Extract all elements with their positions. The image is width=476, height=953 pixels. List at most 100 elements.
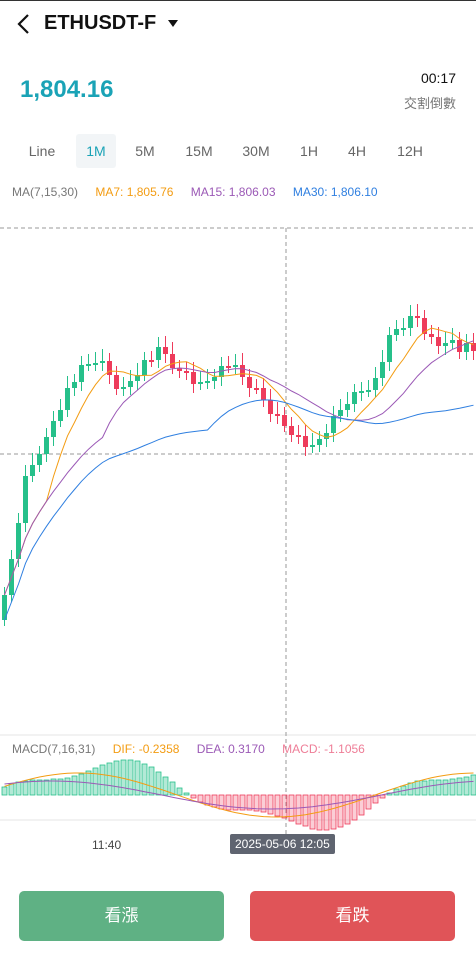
candle-body — [23, 476, 28, 523]
candle-body — [387, 335, 392, 362]
candle-body — [296, 435, 301, 437]
macd-histogram-bar — [274, 794, 281, 817]
macd-histogram-bar — [246, 794, 253, 811]
candle-body — [408, 316, 413, 328]
candle-body — [65, 388, 70, 410]
tab-5m[interactable]: 5M — [135, 143, 155, 159]
candle-body — [380, 362, 385, 378]
candle-body — [184, 371, 189, 373]
macd-histogram-bar — [351, 794, 358, 821]
candle-body — [212, 377, 217, 381]
back-button[interactable] — [14, 11, 36, 37]
macd-histogram-bar — [15, 781, 22, 796]
ma15-line — [4, 340, 474, 596]
candle-body — [121, 387, 126, 389]
candle-body — [450, 340, 455, 343]
ma30-line — [4, 399, 474, 621]
macd-histogram-bar — [183, 792, 190, 796]
candle-body — [373, 378, 378, 390]
candle-body — [226, 366, 231, 368]
tab-line[interactable]: Line — [28, 143, 56, 159]
candle-body — [100, 361, 105, 363]
macd-histogram-bar — [50, 778, 57, 796]
candle-body — [436, 337, 441, 346]
candle-body — [93, 363, 98, 365]
macd-histogram-bar — [106, 762, 113, 796]
candle-body — [345, 404, 350, 410]
candle-body — [247, 377, 252, 388]
candle-body — [261, 388, 266, 400]
tab-15m[interactable]: 15M — [185, 143, 213, 159]
macd-histogram-bar — [120, 759, 127, 796]
tab-12h[interactable]: 12H — [397, 143, 423, 159]
candle-body — [58, 410, 63, 421]
dif-value: DIF: -0.2358 — [112, 742, 180, 756]
tab-1m[interactable]: 1M — [76, 134, 116, 168]
crosshair-time-label: 2025-05-06 12:05 — [230, 834, 335, 854]
macd-histogram-bar — [148, 766, 155, 796]
macd-histogram-bar — [176, 787, 183, 796]
candle-body — [324, 433, 329, 439]
macd-histogram-bar — [330, 794, 337, 830]
candle-body — [170, 354, 175, 368]
macd-histogram-bar — [365, 794, 372, 810]
candle-body — [142, 360, 147, 375]
ma15-value: MA15: 1,806.03 — [190, 185, 276, 199]
candlestick-chart[interactable] — [0, 0, 476, 870]
candle-body — [443, 343, 448, 346]
countdown-label: 交割倒數 — [403, 96, 456, 111]
macd-histogram-bar — [64, 777, 71, 796]
time-axis-tick: 11:40 — [92, 838, 122, 852]
candle-body — [338, 410, 343, 416]
candle-body — [366, 390, 371, 392]
macd-histogram-bar — [281, 794, 288, 819]
caret-down-icon[interactable] — [168, 20, 178, 27]
candle-body — [310, 445, 315, 447]
buy-down-button[interactable]: 看跌 — [250, 891, 455, 941]
candle-body — [79, 365, 84, 382]
macd-histogram-bar — [1, 786, 8, 796]
ma-label: MA(7,15,30) — [12, 185, 79, 199]
buy-up-button[interactable]: 看漲 — [19, 891, 224, 941]
macd-histogram-bar — [190, 794, 197, 799]
candle-body — [464, 343, 469, 352]
candle-body — [72, 382, 77, 388]
macd-histogram-bar — [92, 767, 99, 796]
macd-histogram-bar — [421, 780, 428, 796]
macd-histogram-bar — [57, 778, 64, 796]
macd-histogram-bar — [8, 783, 15, 796]
tab-30m[interactable]: 30M — [242, 143, 270, 159]
macd-histogram-bar — [435, 779, 442, 796]
candle-body — [268, 400, 273, 414]
macd-histogram-bar — [428, 779, 435, 796]
candle-body — [457, 340, 462, 352]
candle-body — [198, 382, 203, 384]
ma7-line — [4, 327, 474, 596]
macd-histogram-bar — [267, 794, 274, 815]
candle-body — [429, 334, 434, 337]
candle-body — [30, 465, 35, 476]
macd-histogram-bar — [197, 794, 204, 803]
macd-histogram-bar — [253, 794, 260, 812]
candle-body — [289, 426, 294, 435]
macd-histogram-bar — [141, 763, 148, 796]
candle-body — [415, 316, 420, 318]
dif-line — [4, 772, 474, 818]
macd-histogram-bar — [337, 794, 344, 828]
ma30-value: MA30: 1,806.10 — [292, 185, 378, 199]
candle-body — [107, 361, 112, 375]
macd-histogram-bar — [295, 794, 302, 825]
candle-body — [331, 416, 336, 433]
tab-4h[interactable]: 4H — [348, 143, 366, 159]
macd-histogram-bar — [302, 794, 309, 827]
macd-histogram-bar — [43, 779, 50, 796]
macd-histogram-bar — [463, 776, 470, 796]
tab-1h[interactable]: 1H — [300, 143, 318, 159]
candle-body — [135, 375, 140, 381]
interval-tabs: Line 1M 5M 15M 30M 1H 4H 12H — [0, 134, 476, 168]
symbol-title[interactable]: ETHUSDT-F — [44, 12, 157, 34]
candle-body — [275, 414, 280, 416]
candle-body — [394, 329, 399, 335]
top-bar: ETHUSDT-F — [0, 0, 476, 49]
chevron-left-icon — [17, 14, 29, 34]
